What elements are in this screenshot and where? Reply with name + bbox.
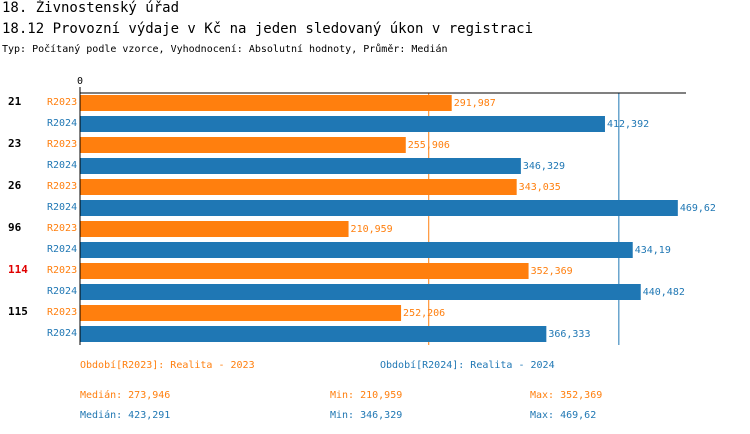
series-label: R2024: [47, 244, 77, 255]
bar: [80, 200, 678, 216]
legend-r2024: Období[R2024]: Realita - 2024: [380, 360, 555, 371]
series-label: R2024: [47, 328, 77, 339]
bar: [80, 116, 605, 132]
chart-title: 18.12 Provozní výdaje v Kč na jeden sled…: [2, 21, 534, 37]
value-label: 469,62: [680, 203, 716, 214]
bar: [80, 242, 633, 258]
bar: [80, 95, 452, 111]
value-label: 412,392: [607, 119, 649, 130]
stat-min-r2023: Min: 210,959: [330, 390, 403, 401]
category-label: 96: [8, 221, 22, 234]
series-label: R2023: [47, 307, 77, 318]
page-title: 18. Živnostenský úřad: [2, 0, 180, 16]
chart-info: Typ: Počítaný podle vzorce, Vyhodnocení:…: [2, 44, 448, 55]
value-label: 210,959: [351, 224, 393, 235]
category-label: 26: [8, 179, 22, 192]
value-label: 255,906: [408, 140, 450, 151]
series-label: R2024: [47, 286, 77, 297]
value-label: 343,035: [519, 182, 561, 193]
stat-max-r2023: Max: 352,369: [530, 390, 603, 401]
axis-zero-label: 0: [77, 76, 83, 87]
category-label: 21: [8, 95, 22, 108]
value-label: 366,333: [548, 329, 590, 340]
bar: [80, 284, 641, 300]
series-label: R2024: [47, 160, 77, 171]
value-label: 434,19: [635, 245, 671, 256]
series-label: R2024: [47, 118, 77, 129]
stat-median-r2023: Medián: 273,946: [80, 390, 171, 401]
bar: [80, 263, 529, 279]
bar: [80, 179, 517, 195]
bar: [80, 221, 349, 237]
series-label: R2023: [47, 181, 77, 192]
legend-r2023: Období[R2023]: Realita - 2023: [80, 360, 255, 371]
value-label: 346,329: [523, 161, 565, 172]
bar: [80, 326, 547, 342]
series-label: R2024: [47, 202, 77, 213]
stat-median-r2024: Medián: 423,291: [80, 410, 171, 421]
category-label: 115: [8, 305, 28, 318]
category-label: 23: [8, 137, 21, 150]
bar: [80, 137, 406, 153]
value-label: 352,369: [531, 266, 573, 277]
series-label: R2023: [47, 97, 77, 108]
stat-min-r2024: Min: 346,329: [330, 410, 403, 421]
series-label: R2023: [47, 223, 77, 234]
value-label: 440,482: [643, 287, 685, 298]
series-label: R2023: [47, 265, 77, 276]
stat-max-r2024: Max: 469,62: [530, 410, 597, 421]
category-label: 114: [8, 263, 28, 276]
series-label: R2023: [47, 139, 77, 150]
value-label: 291,987: [454, 98, 496, 109]
value-label: 252,206: [403, 308, 445, 319]
bar: [80, 305, 402, 321]
bar: [80, 158, 521, 174]
